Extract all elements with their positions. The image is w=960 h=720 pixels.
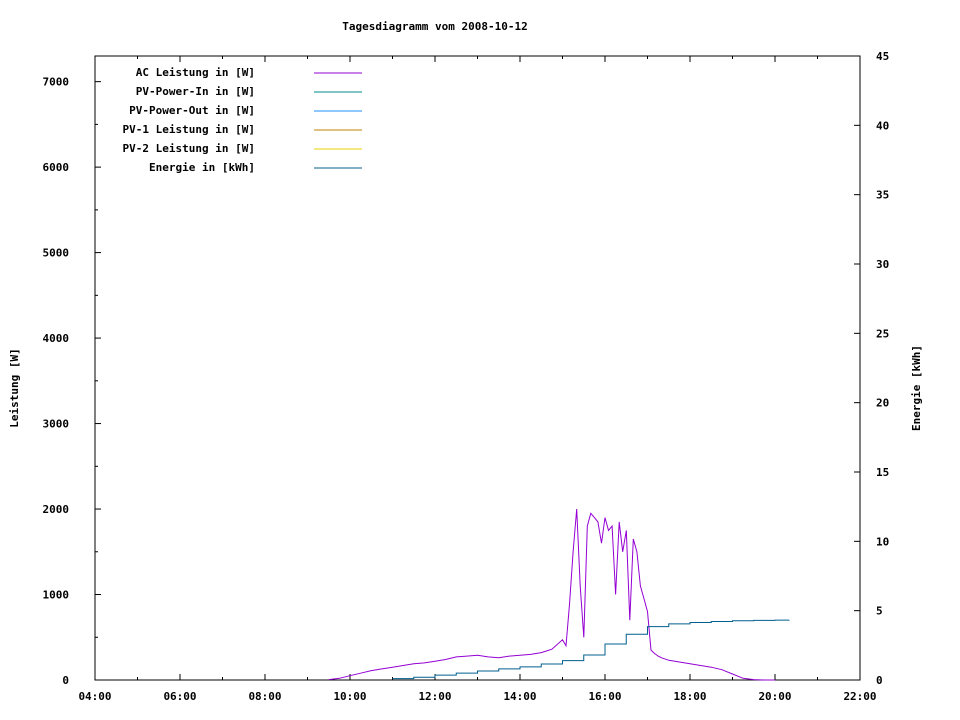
x-axis: 04:00 06:00 08:00 10:00 12:00 14:00 16:00 18:00…: [78, 56, 877, 703]
y2-tick-label: 15: [876, 466, 889, 479]
y-tick-label: 6000: [43, 161, 70, 174]
y-tick-label: 0: [62, 674, 69, 687]
x-tick-label: 12:00: [418, 690, 451, 703]
legend-label: PV-1 Leistung in [W]: [123, 123, 255, 136]
x-tick-label: 18:00: [673, 690, 706, 703]
legend: AC Leistung in [W] PV-Power-In in [W] PV-P…: [123, 66, 362, 174]
legend-label: Energie in [kWh]: [149, 161, 255, 174]
series-layer: [328, 508, 790, 681]
x-tick-label: 06:00: [163, 690, 196, 703]
chart-title: Tagesdiagramm vom 2008-10-12: [342, 20, 527, 33]
y-tick-label: 4000: [43, 332, 70, 345]
y2-tick-label: 10: [876, 535, 889, 548]
y-tick-label: 5000: [43, 247, 70, 260]
y2-axis-label: Energie [kWh]: [910, 345, 923, 431]
legend-label: PV-2 Leistung in [W]: [123, 142, 255, 155]
y-tick-label: 7000: [43, 76, 70, 89]
legend-label: PV-Power-In in [W]: [136, 85, 255, 98]
y-axis: 0 1000 2000 3000 4000 5000 6000 7000: [43, 76, 101, 687]
x-tick-label: 16:00: [588, 690, 621, 703]
x-tick-label: 20:00: [758, 690, 791, 703]
y2-tick-label: 25: [876, 327, 889, 340]
x-tick-label: 14:00: [503, 690, 536, 703]
x-tick-label: 10:00: [333, 690, 366, 703]
y2-tick-label: 40: [876, 119, 889, 132]
y-tick-label: 1000: [43, 589, 70, 602]
y2-tick-label: 20: [876, 397, 889, 410]
x-tick-label: 22:00: [843, 690, 876, 703]
y2-tick-label: 30: [876, 258, 889, 271]
y2-axis: 0 5 10 15 20 25 30 35 40 45: [854, 50, 889, 687]
x-tick-label: 04:00: [78, 690, 111, 703]
series-line-0: [328, 508, 775, 681]
x-tick-label: 08:00: [248, 690, 281, 703]
y2-tick-label: 35: [876, 189, 889, 202]
y2-tick-label: 5: [876, 605, 883, 618]
legend-label: PV-Power-Out in [W]: [129, 104, 255, 117]
legend-label: AC Leistung in [W]: [136, 66, 255, 79]
y2-tick-label: 0: [876, 674, 883, 687]
y-tick-label: 3000: [43, 418, 70, 431]
series-line-5: [392, 619, 790, 680]
y2-tick-label: 45: [876, 50, 889, 63]
y-axis-label: Leistung [W]: [8, 348, 21, 427]
y-tick-label: 2000: [43, 503, 70, 516]
